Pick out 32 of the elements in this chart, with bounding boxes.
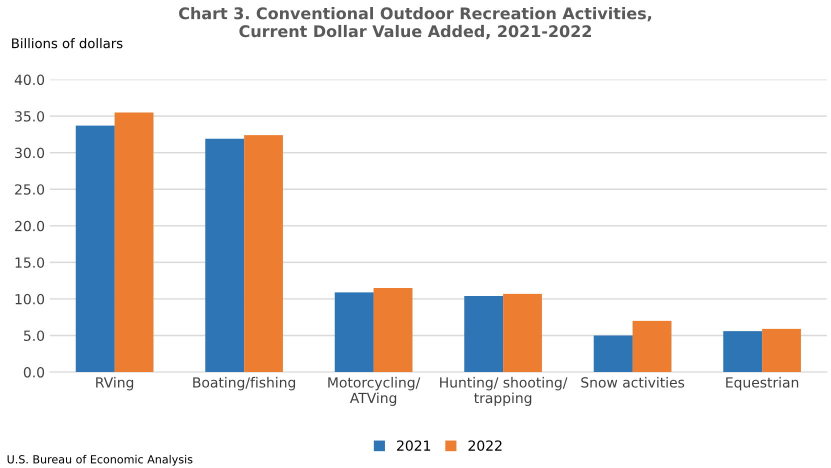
legend-label: 2022 [468,440,502,451]
bar [594,336,633,372]
y-tick-label: 35.0 [15,111,44,122]
x-tick-label: RVing [96,376,134,390]
bar [374,288,412,372]
y-tick-label: 40.0 [14,74,44,86]
chart-title: Chart 3. Conventional Outdoor Recreation Activities, Current Dollar Value Added, 2021-2022 [179,7,652,40]
bar [503,294,542,372]
x-tick-label: Boating/fishing [193,376,296,390]
bar [244,135,283,372]
y-tick-label: 30.0 [15,148,44,158]
y-axis-title: Billions of dollars [12,38,122,48]
x-tick-label: Snow activities [581,376,684,388]
x-tick-label: Hunting/ shooting/ trapping [440,376,568,406]
bar [114,112,154,372]
bar [723,331,762,372]
y-tick-label: 10.0 [16,294,44,304]
y-tick-label: 5.0 [24,330,44,341]
bar [76,126,115,372]
bar [205,138,244,372]
y-tick-label: 25.0 [15,184,44,195]
bar [334,292,374,372]
bar [762,328,801,372]
x-tick-label: Equestrian [726,376,798,390]
y-tick-label: 15.0 [16,257,44,268]
y-tick-label: 20.0 [15,220,44,232]
bar [464,296,504,372]
y-tick-label: 0.0 [24,367,44,378]
bar [632,320,672,372]
text: U.S. Bureau of Economic Analysis [8,454,192,466]
legend-label: 2021 [397,440,430,451]
x-tick-label: Motorcycling/ ATVing [328,376,420,406]
